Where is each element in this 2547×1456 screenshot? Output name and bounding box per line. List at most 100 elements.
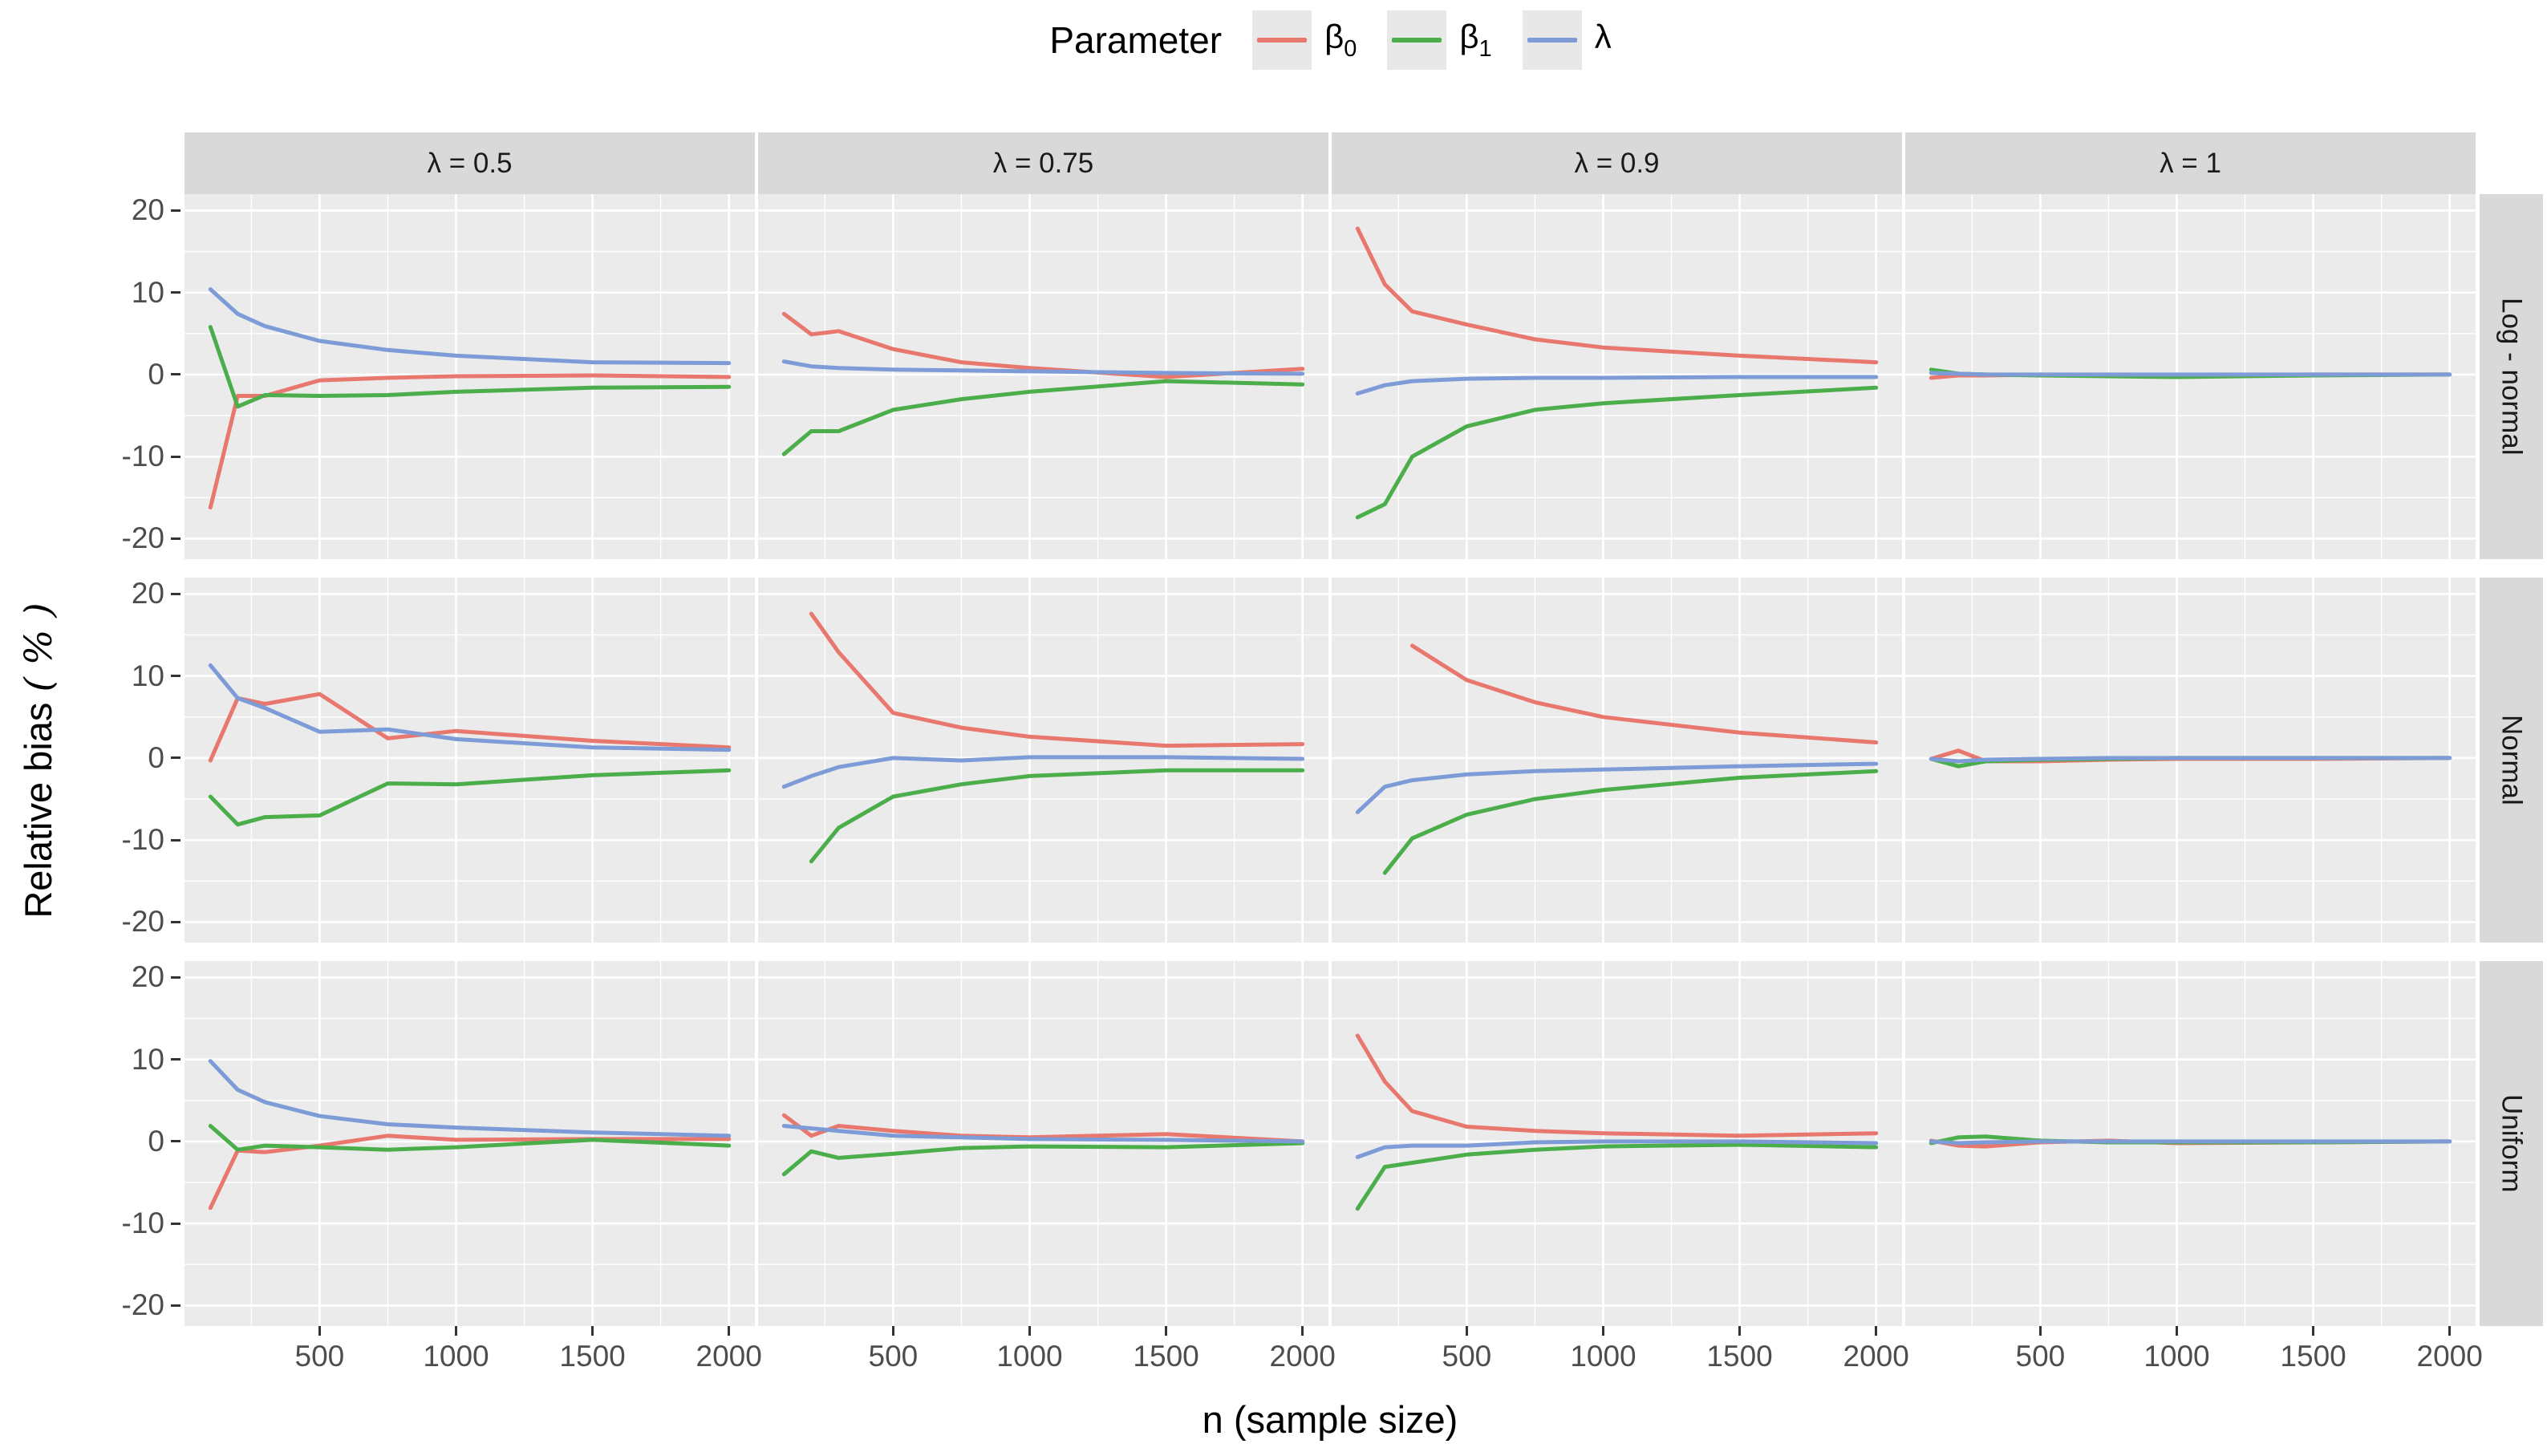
x-tick-label: 1000 [1570,1340,1636,1373]
y-tick-label: -20 [121,521,164,555]
x-tick-label: 500 [868,1340,919,1373]
series-line-lambda [781,755,1305,789]
series-line-beta1 [1355,385,1879,520]
series-line-beta0 [781,1113,1305,1144]
legend-key-line-icon [1257,38,1308,43]
x-tick-mark [1301,1326,1304,1336]
legend-subscript: 1 [1478,36,1492,62]
series-line-lambda [1355,761,1879,814]
x-tick-label: 1000 [996,1340,1063,1373]
series-line-lambda [1929,1139,2452,1146]
y-tick-label: 0 [148,1124,164,1158]
x-axis-title: n (sample size) [1202,1398,1458,1441]
series-line-lambda [1929,756,2452,764]
panel-Uniform-λ=1 [1905,961,2476,1326]
y-tick-label: 10 [131,1042,164,1076]
x-tick-mark [1875,1326,1878,1336]
legend-entry-lambda: λ [1522,10,1612,70]
x-tick-label: 1000 [2143,1340,2210,1373]
legend-key-line-icon [1527,38,1577,43]
panel-background [1332,578,1902,943]
facet-col-strip-1: λ = 0.5 [185,132,755,194]
x-tick-mark [728,1326,731,1336]
legend-label-lambda: λ [1595,18,1612,63]
panel-Normal-λ=0.5 [185,578,755,943]
facet-row-strip-1: Log - normal [2480,194,2543,559]
x-tick-mark [1738,1326,1742,1336]
y-tick-mark [171,537,180,540]
y-tick-mark [171,209,180,212]
panel-Normal-λ=0.9 [1332,578,1902,943]
y-tick-mark [171,291,180,294]
x-tick-mark [2312,1326,2315,1336]
y-tick-label: 0 [148,740,164,774]
x-tick-mark [1601,1326,1604,1336]
x-tick-mark [1465,1326,1468,1336]
panel-Uniform-λ=0.9 [1332,961,1902,1326]
x-tick-label: 2000 [2416,1340,2483,1373]
series-line-beta1 [1382,769,1879,875]
legend-key-lambda [1522,10,1582,70]
y-tick-label: 20 [131,577,164,610]
x-tick-mark [1028,1326,1031,1336]
series-line-beta1 [208,768,732,827]
y-tick-mark [171,838,180,842]
x-tick-label: 2000 [1269,1340,1336,1373]
y-tick-label: 20 [131,960,164,994]
panel-Uniform-λ=0.5 [185,961,755,1326]
panel-background [758,578,1328,943]
x-tick-mark [318,1326,321,1336]
y-axis-unit: ( % ) [17,602,61,692]
panel-Normal-λ=0.75 [758,578,1328,943]
x-tick-label: 1500 [1706,1340,1773,1373]
x-tick-mark [2175,1326,2178,1336]
y-tick-label: -10 [121,1207,164,1240]
legend-entry-beta1: β1 [1387,10,1492,70]
series-line-lambda [208,663,732,752]
y-tick-label: -10 [121,823,164,857]
series-line-beta0 [1355,226,1879,365]
legend-key-line-icon [1392,38,1442,43]
y-tick-mark [171,675,180,678]
panel-Log-normal-λ=1 [1905,194,2476,559]
y-tick-mark [171,1058,180,1061]
x-tick-label: 1500 [559,1340,626,1373]
facet-row-strip-3: Uniform [2480,961,2543,1326]
y-tick-mark [171,920,180,923]
x-tick-mark [2448,1326,2452,1336]
series-line-lambda [781,359,1305,376]
series-line-beta1 [208,325,732,409]
series-line-lambda [781,1124,1305,1144]
x-tick-mark [891,1326,894,1336]
x-tick-mark [454,1326,457,1336]
series-line-beta0 [208,373,732,510]
legend-symbol: β [1459,18,1479,55]
series-line-beta1 [781,379,1305,456]
legend-subscript: 0 [1344,36,1357,62]
series-line-beta1 [809,768,1305,864]
series-line-beta1 [1355,1142,1879,1211]
legend-symbol: β [1324,18,1344,55]
facet-row-strip-2: Normal [2480,578,2543,943]
panel-Log-normal-λ=0.75 [758,194,1328,559]
facet-col-strip-3: λ = 0.9 [1332,132,1902,194]
panel-background [185,578,755,943]
y-tick-mark [171,975,180,979]
y-tick-mark [171,1222,180,1225]
y-tick-mark [171,1140,180,1143]
y-tick-mark [171,455,180,458]
y-tick-label: -10 [121,440,164,473]
series-line-lambda [1355,1139,1879,1159]
y-axis-title-text: Relative bias [17,691,59,919]
legend-entry-beta0: β0 [1252,10,1357,70]
x-tick-label: 500 [1442,1340,1492,1373]
legend: Parameter β0 β1 λ [185,0,2476,80]
series-line-beta0 [809,611,1305,748]
facet-col-strip-4: λ = 1 [1905,132,2476,194]
x-tick-label: 500 [2015,1340,2066,1373]
legend-label-beta1: β1 [1459,18,1491,63]
legend-key-beta0 [1252,10,1312,70]
y-tick-mark [171,1304,180,1307]
x-tick-label: 1500 [1133,1340,1199,1373]
